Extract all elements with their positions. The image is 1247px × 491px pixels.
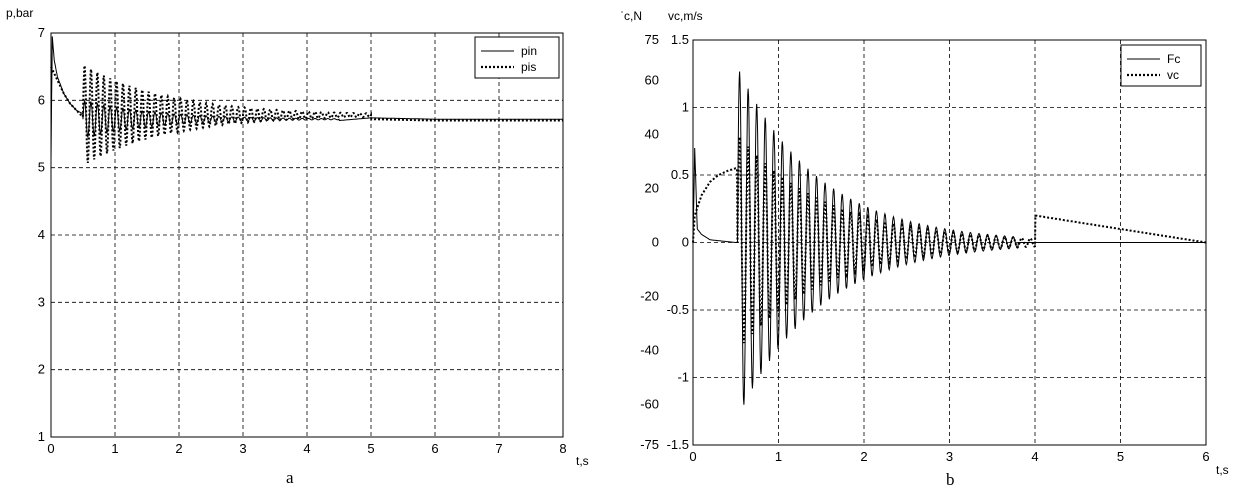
- y-tick-label-velocity: 1.5: [671, 32, 689, 47]
- y-tick-label-velocity: 1: [682, 100, 689, 115]
- legend-label-fc: Fc: [1167, 52, 1180, 66]
- series-line-pis: [50, 65, 563, 164]
- y-tick-label-velocity: -1: [677, 370, 689, 385]
- y-tick-label-velocity: 0.5: [671, 167, 689, 182]
- y-axis-label-a: p,bar: [6, 6, 33, 20]
- x-tick-label: 1: [111, 441, 118, 456]
- x-tick-label: 6: [1202, 449, 1209, 464]
- x-tick-label: 4: [1031, 449, 1038, 464]
- x-tick-label: 1: [775, 449, 782, 464]
- panel-label-b: b: [946, 470, 955, 489]
- x-tick-label: 2: [860, 449, 867, 464]
- y-tick-label: 7: [38, 25, 45, 40]
- y-tick-label-force: 60: [645, 73, 659, 88]
- y-tick-label-force: -75: [640, 437, 659, 452]
- legend-label-pin: pin: [521, 44, 537, 58]
- y-tick-label: 1: [38, 429, 45, 444]
- y-tick-label-force: -60: [640, 397, 659, 412]
- y-axis-label-b-force: ˈc,N: [620, 9, 642, 23]
- series-a: [50, 36, 563, 164]
- y-tick-label-force: 20: [645, 181, 659, 196]
- x-tick-label: 5: [367, 441, 374, 456]
- y-tick-label-force: 75: [645, 32, 659, 47]
- y-tick-label: 6: [38, 92, 45, 107]
- panel-label-a: a: [286, 468, 294, 487]
- ticks-b: 0 1 2 3 4 5 6 75 60 40 20 0 -20 -40 -60 -75 1.5 1 0.5 0 -0.5…: [640, 32, 1209, 464]
- y-tick-label-force: -40: [640, 343, 659, 358]
- legend-label-pis: pis: [521, 60, 536, 74]
- y-tick-label-velocity: -0.5: [667, 302, 689, 317]
- chart-panel-b: 0 1 2 3 4 5 6 75 60 40 20 0 -20 -40 -60 -75 1.5 1 0.5 0 -0.5…: [620, 9, 1229, 489]
- y-tick-label-force: -20: [640, 289, 659, 304]
- series-line-vc: [692, 136, 1207, 344]
- y-tick-label-velocity: -1.5: [667, 437, 689, 452]
- x-axis-label-b: t,s: [1216, 463, 1229, 477]
- legend-a: pin pis: [474, 36, 560, 79]
- x-tick-label: 5: [1117, 449, 1124, 464]
- y-tick-label-force: 40: [645, 127, 659, 142]
- y-tick-label: 4: [38, 227, 45, 242]
- legend-label-vc: vc: [1167, 68, 1179, 82]
- x-tick-label: 3: [239, 441, 246, 456]
- y-tick-label: 3: [38, 294, 45, 309]
- x-axis-label-a: t,s: [576, 454, 589, 468]
- series-b: [692, 71, 1207, 405]
- y-tick-label-force: 0: [652, 235, 659, 250]
- legend-b: Fc vc: [1120, 44, 1202, 87]
- series-line-fc: [692, 71, 1206, 405]
- x-tick-label: 6: [431, 441, 438, 456]
- x-tick-label: 0: [689, 449, 696, 464]
- grid-a: [51, 33, 563, 437]
- x-tick-label: 2: [175, 441, 182, 456]
- y-axis-label-b-velocity: vc,m/s: [668, 9, 703, 23]
- x-tick-label: 0: [47, 441, 54, 456]
- x-tick-label: 4: [303, 441, 310, 456]
- y-tick-label: 5: [38, 160, 45, 175]
- x-tick-label: 3: [946, 449, 953, 464]
- x-tick-label: 8: [559, 441, 566, 456]
- y-tick-label: 2: [38, 362, 45, 377]
- x-tick-label: 7: [495, 441, 502, 456]
- y-tick-label-velocity: 0: [682, 235, 689, 250]
